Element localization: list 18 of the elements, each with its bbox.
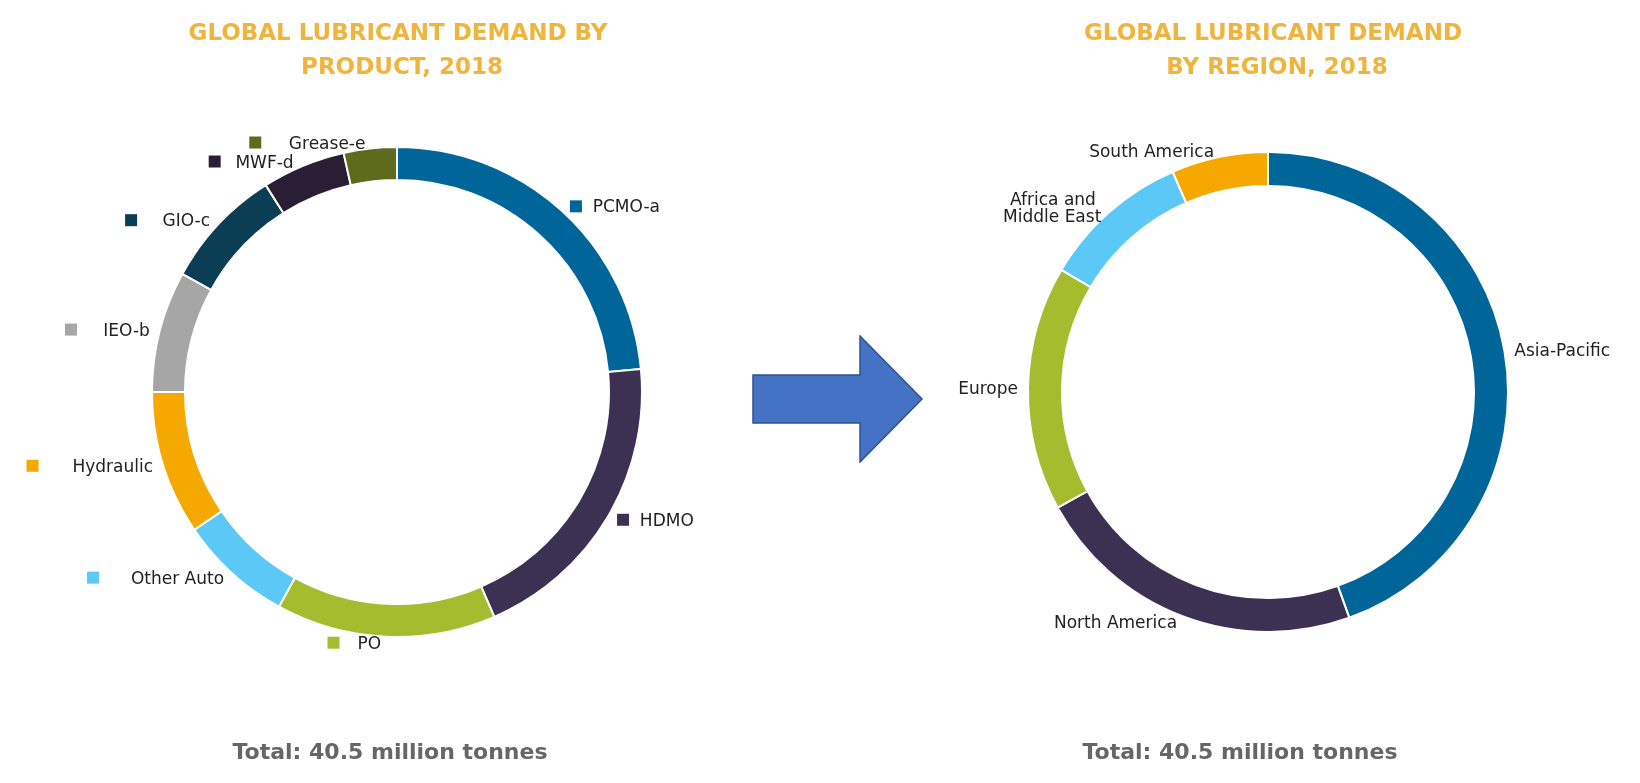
legend-label: PO — [346, 632, 382, 653]
text: Total: 40.5 million tonnes — [1082, 738, 1398, 764]
legend-label: Hydraulic — [61, 455, 154, 476]
chart-title: GLOBAL LUBRICANT DEMAND BY PRODUCT, 2018 — [188, 19, 616, 79]
slice-label: Asia-Pacific — [1514, 339, 1611, 360]
legend-label: Grease-e — [278, 132, 366, 153]
legend-label: Other Auto — [120, 567, 225, 588]
legend-label: IEO-b — [92, 319, 150, 340]
slice-label: South America — [1089, 141, 1215, 162]
slice-label: Africa and Middle East — [1003, 188, 1102, 226]
legend-label: MWF-d — [224, 151, 294, 172]
slice-label: North America — [1053, 612, 1178, 633]
slice-label: Europe — [958, 378, 1019, 399]
legend-label: GIO-c — [151, 210, 211, 231]
legend-label: PCMO-a — [581, 196, 660, 217]
legend-label: HDMO — [629, 509, 694, 530]
text: Total: 40.5 million tonnes — [232, 738, 548, 764]
chart-title: GLOBAL LUBRICANT DEMAND BY REGION, 2018 — [1083, 19, 1463, 79]
